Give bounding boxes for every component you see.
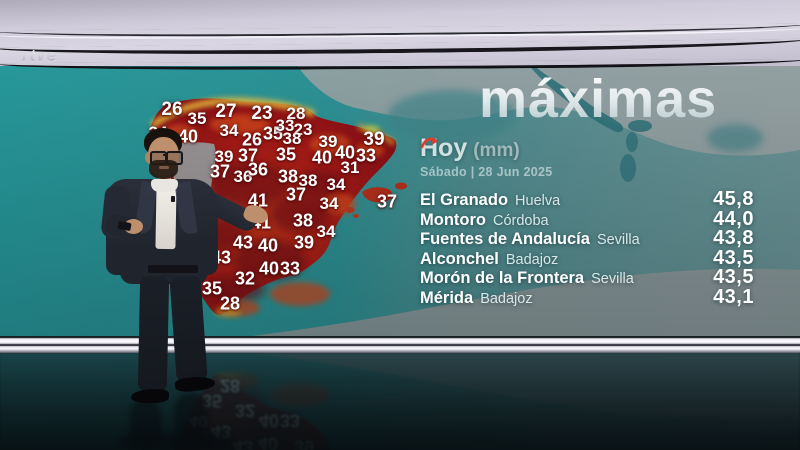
map-temp-label: 33 (279, 258, 301, 279)
spain-weather-map (0, 64, 800, 336)
map-temp-label: 35 (187, 109, 207, 128)
row-value: 44,0 (713, 207, 754, 230)
presenter-reflection-body (118, 433, 230, 450)
map-temp-label: 39 (214, 147, 234, 166)
videowall-base-strip (0, 336, 800, 353)
map-temp-label: 38 (298, 171, 318, 190)
weather-videowall: máximas Hoy(mm) Sábado | 28 Jun 2025 El … (0, 64, 800, 336)
map-temp-label: 32 (234, 268, 256, 289)
map-temp-label: 35 (275, 144, 297, 165)
temp-row: Mérida Badajoz 43,1 (420, 285, 754, 308)
map-temp-label: 34 (319, 194, 339, 213)
row-city: Mérida (420, 288, 474, 307)
map-temp-label: 38 (292, 210, 314, 231)
temp-row: Alconchel Badajoz 43,5 (420, 246, 754, 269)
map-temp-label: 34 (148, 123, 168, 142)
row-value: 43,1 (713, 285, 754, 308)
row-region: Sevilla (591, 271, 634, 287)
map-temp-label: 37 (376, 191, 398, 212)
map-temp-label: 43 (210, 247, 232, 268)
temp-row: Morón de la Frontera Sevilla 43,5 (420, 266, 754, 288)
map-temp-label: 41 (247, 190, 269, 211)
map-temp-label: 41 (183, 218, 203, 237)
studio-header: rtve (0, 0, 800, 72)
map-temp-label: 39 (318, 132, 338, 151)
studio-floor: máximas Hoy(mm) Sábado | 28 Jun 2025 El … (0, 353, 800, 450)
floor-fade (0, 353, 800, 450)
map-temp-label: 37 (285, 184, 307, 205)
temps-list: El Granado Huelva 45,8 Montoro Córdoba 4… (420, 188, 754, 308)
map-temp-label: 26 (241, 129, 263, 150)
map-temps-layer: 26 35 27 23 28 34 40 34 26 35 33 23 38 39 39 39 37 35 40 40… (0, 64, 800, 336)
row-value: 43,5 (713, 266, 754, 288)
map-temp-label: 37 (237, 145, 259, 166)
row-region: Córdoba (492, 212, 549, 229)
map-temp-label: 40 (258, 258, 280, 279)
map-temp-label: 40 (202, 193, 224, 214)
map-temp-label: 27 (215, 101, 237, 122)
panel-heading-unit: (mm) (473, 140, 520, 161)
map-temp-label: 33 (355, 145, 377, 166)
map-temp-label: 39 (293, 232, 315, 253)
max-arrow-icon (420, 137, 438, 149)
map-temp-label: 38 (282, 129, 302, 148)
row-value: 45,8 (713, 188, 754, 210)
map-temp-label: 34 (219, 121, 239, 140)
map-temp-label: 34 (316, 222, 336, 241)
map-temp-label: 31 (340, 158, 360, 177)
map-temp-label: 39 (363, 129, 385, 150)
map-temp-label: 37 (209, 161, 231, 182)
map-temp-label: 41 (250, 212, 272, 233)
row-region: Badajoz (480, 290, 533, 307)
map-temp-label: 40 (257, 235, 279, 256)
temp-row: Montoro Córdoba 44,0 (420, 207, 754, 230)
map-temp-label: 40 (311, 147, 333, 168)
map-temp-label: 26 (161, 99, 183, 120)
map-temp-label: 43 (232, 232, 254, 253)
temp-row: El Granado Huelva 45,8 (420, 188, 754, 210)
row-region: Sevilla (596, 232, 640, 248)
map-temp-label: 36 (233, 167, 253, 186)
row-region: Huelva (515, 193, 561, 209)
map-temp-label: 40 (334, 142, 356, 163)
map-temp-label: 40 (188, 258, 208, 277)
row-region: Badajoz (505, 251, 559, 268)
map-temp-label: 36 (247, 159, 269, 180)
map-temp-label: 38 (277, 166, 299, 187)
row-city: Fuentes de Andalucía (420, 230, 590, 248)
rtve-logo: rtve (22, 46, 58, 65)
temps-panel: Hoy (mm) Sábado | 28 Jun 2025 El Granado … (420, 134, 754, 308)
row-value: 43,5 (713, 246, 754, 269)
row-city: Montoro (420, 210, 486, 229)
row-city: El Granado (420, 191, 509, 209)
map-temp-label: 23 (293, 120, 313, 139)
map-temp-label: 35 (262, 123, 284, 144)
panel-date: Sábado | 28 Jun 2025 (420, 165, 553, 179)
header-line (0, 38, 800, 58)
map-temp-label: 28 (219, 293, 241, 314)
map-temp-label: 23 (251, 103, 273, 124)
map-temp-label: 40 (177, 126, 199, 147)
row-value: 43,8 (713, 227, 754, 249)
map-temp-label: 34 (326, 175, 346, 194)
page-title: máximas (479, 69, 718, 129)
row-city: Morón de la Frontera (420, 269, 585, 287)
map-temp-label: 33 (275, 116, 295, 135)
row-city: Alconchel (420, 249, 499, 268)
temp-row: Fuentes de Andalucía Sevilla 43,8 (420, 227, 754, 249)
map-temp-label: 28 (286, 104, 306, 123)
